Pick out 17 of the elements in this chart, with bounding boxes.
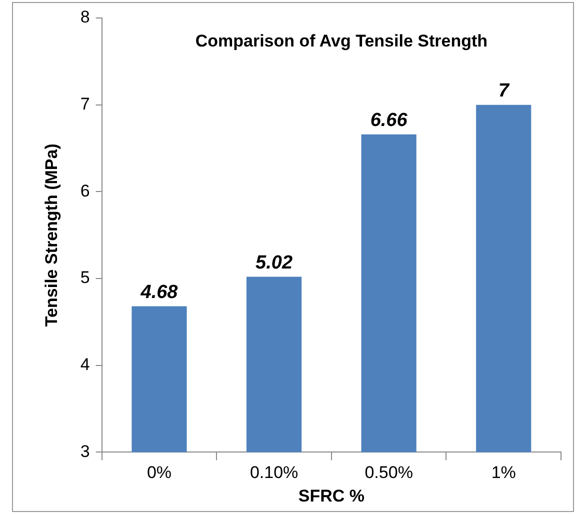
y-tick-label: 5 (80, 268, 90, 288)
x-tick-label: 0.10% (250, 463, 298, 482)
x-tick-label: 1% (491, 463, 516, 482)
text: Comparison of Avg Tensile Strength (195, 32, 488, 51)
y-tick-label: 4 (80, 355, 90, 374)
x-tick-label: 0.50% (364, 463, 413, 482)
x-axis-title: SFRC % (298, 486, 364, 506)
data-label: 4.68 (140, 282, 178, 304)
data-label: 6.66 (370, 110, 408, 132)
y-tick-label: 7 (80, 94, 90, 114)
y-tick-label: 3 (80, 442, 90, 461)
y-axis-title: Tensile Strength (MPa) (42, 144, 61, 327)
y-tick-label: 8 (80, 8, 90, 27)
y-tick-label: 6 (80, 181, 90, 200)
data-label: 5.02 (256, 252, 293, 274)
x-tick-label: 0% (146, 463, 172, 482)
data-label: 7 (498, 80, 510, 102)
